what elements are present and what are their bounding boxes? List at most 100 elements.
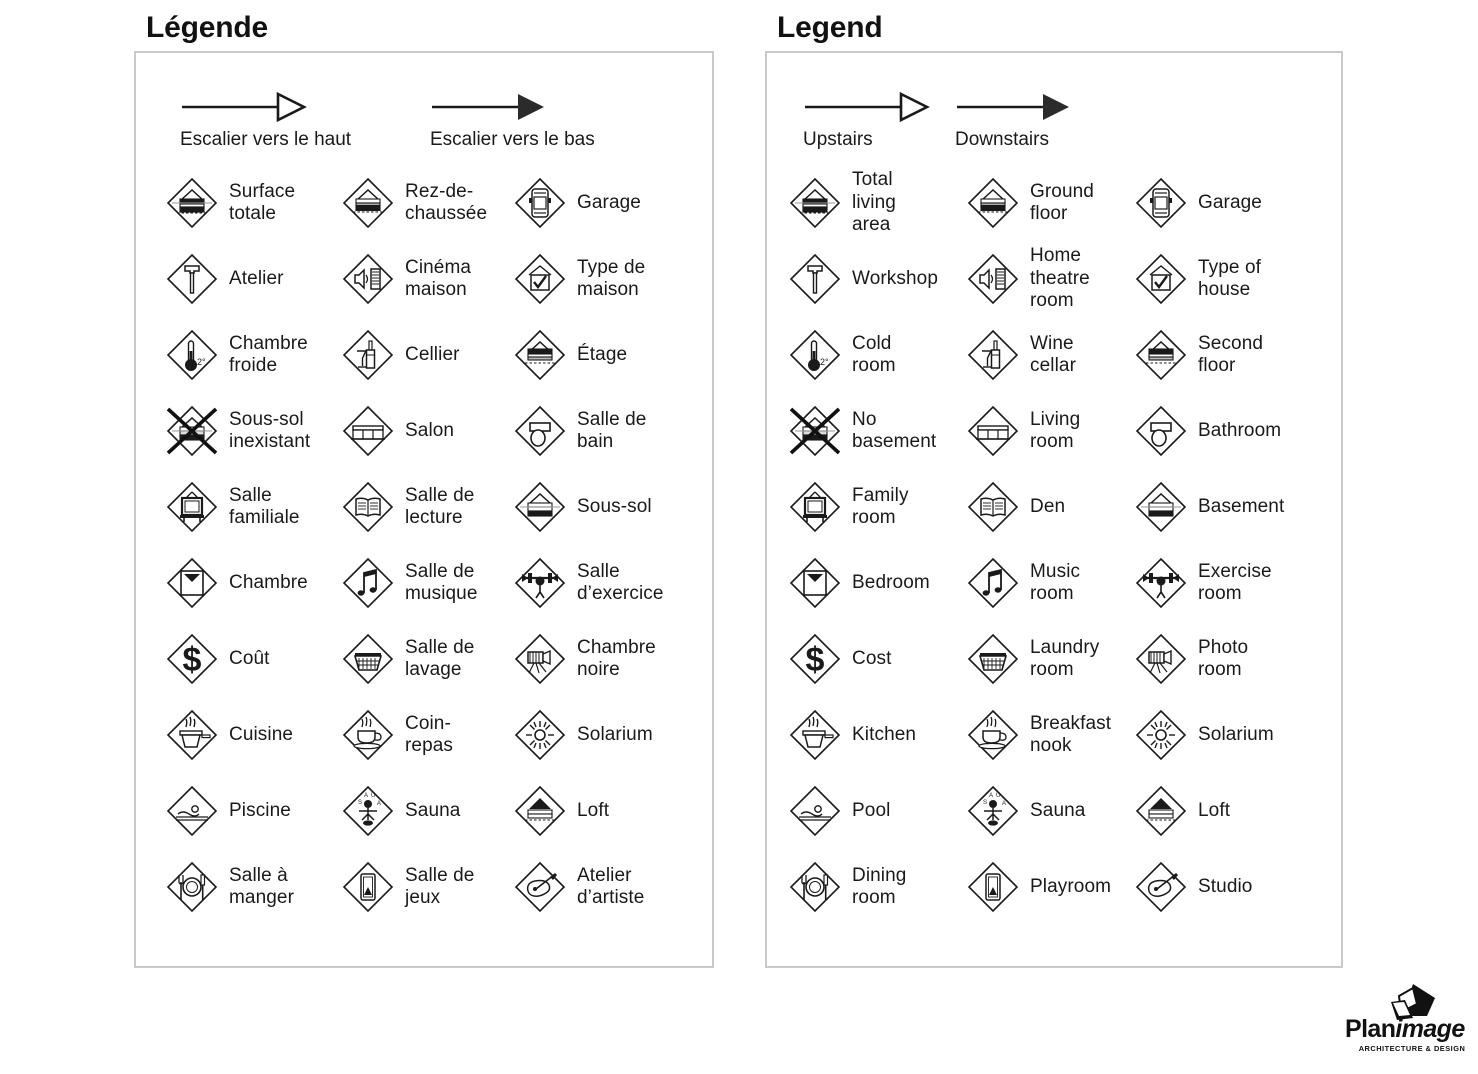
legend-item-label: Pool bbox=[852, 800, 890, 823]
legend-item-label: Surface totale bbox=[229, 181, 295, 226]
legend-box-english: Upstairs Downstairs Total living area Groun… bbox=[765, 51, 1343, 968]
legend-item: Loft bbox=[512, 773, 702, 849]
legend-item-label-line: Salle à bbox=[229, 864, 288, 886]
legend-item-label-line: noire bbox=[577, 659, 620, 680]
stairs-up-label-english: Upstairs bbox=[803, 129, 873, 150]
legend-item-label-line: totale bbox=[229, 203, 277, 224]
legend-item: Piscine bbox=[164, 773, 340, 849]
legend-item-label-line: Chambre bbox=[229, 332, 308, 354]
legend-item-label-line: room bbox=[1198, 583, 1242, 604]
legend-item-label: Coin-repas bbox=[405, 713, 453, 758]
legend-item-label-line: Sauna bbox=[1030, 799, 1086, 821]
music-room-note-icon bbox=[965, 555, 1021, 611]
total-living-area-icon bbox=[787, 175, 843, 231]
legend-item-label: Kitchen bbox=[852, 724, 916, 747]
legend-item: Bedroom bbox=[787, 545, 965, 621]
logo-image: image bbox=[1395, 1015, 1465, 1043]
legend-item-label-line: Étage bbox=[577, 343, 628, 365]
legend-item-label-line: Garage bbox=[577, 191, 641, 213]
svg-text:U: U bbox=[371, 793, 375, 799]
second-floor-icon bbox=[512, 327, 568, 383]
legend-item-label-line: manger bbox=[229, 887, 295, 908]
breakfast-nook-cup-icon bbox=[965, 707, 1021, 763]
arrow-filled-right-icon bbox=[955, 89, 1107, 125]
logo-plan: Plan bbox=[1345, 1015, 1396, 1043]
logo-tagline: ARCHITECTURE & DESIGN bbox=[1358, 1044, 1466, 1053]
legend-item: Type of house bbox=[1133, 241, 1311, 317]
legend-item-label: Family room bbox=[852, 485, 909, 530]
legend-item-label: Home theatre room bbox=[1030, 245, 1090, 313]
legend-item: Basement bbox=[1133, 469, 1311, 545]
studio-palette-icon bbox=[1133, 859, 1189, 915]
legend-item-label: Music room bbox=[1030, 561, 1080, 606]
arrow-outline-right-icon bbox=[803, 89, 955, 125]
arrow-filled-right-icon bbox=[430, 89, 680, 125]
legend-item: Cellier bbox=[340, 317, 512, 393]
legend-item-label-line: Living bbox=[1030, 408, 1081, 430]
legend-item-label-line: Exercise bbox=[1198, 560, 1272, 582]
legend-item-label-line: floor bbox=[1030, 203, 1068, 224]
breakfast-nook-cup-icon bbox=[340, 707, 396, 763]
legend-item-label: Salle de lavage bbox=[405, 637, 474, 682]
legend-item: Garage bbox=[1133, 165, 1311, 241]
legend-item-label: Chambre bbox=[229, 572, 308, 595]
legend-item-label-line: Bedroom bbox=[852, 571, 930, 593]
legend-item-label-line: Solarium bbox=[1198, 723, 1274, 745]
legend-item-label: Coût bbox=[229, 648, 270, 671]
legend-item-label: Salle de lecture bbox=[405, 485, 474, 530]
legend-item-label-line: lecture bbox=[405, 507, 463, 528]
legend-item-label-line: Dining bbox=[852, 864, 907, 886]
legend-item-label: Salle de jeux bbox=[405, 865, 474, 910]
legend-item-label-line: Playroom bbox=[1030, 875, 1112, 897]
bathroom-toilet-icon bbox=[512, 403, 568, 459]
kitchen-pot-icon bbox=[164, 707, 220, 763]
legend-item-label-line: repas bbox=[405, 735, 454, 756]
legend-item: Pool bbox=[787, 773, 965, 849]
total-living-area-icon bbox=[164, 175, 220, 231]
legend-item: Chambre noire bbox=[512, 621, 702, 697]
legend-item-label: Playroom bbox=[1030, 876, 1111, 899]
legend-item-label-line: room bbox=[852, 355, 896, 376]
legend-item-label-line: d’exercice bbox=[577, 583, 664, 604]
basement-icon bbox=[1133, 479, 1189, 535]
legend-item: Étage bbox=[512, 317, 702, 393]
legend-item-label: Cellier bbox=[405, 344, 460, 367]
legend-item-label-line: Atelier bbox=[577, 864, 632, 886]
legend-item-label-line: room bbox=[1030, 290, 1074, 312]
legend-item-label: Cinéma maison bbox=[405, 257, 471, 302]
cold-room-thermometer-icon: 2° bbox=[164, 327, 220, 383]
legend-item-label-line: Family bbox=[852, 484, 909, 506]
legend-item-label-line: Surface bbox=[229, 180, 296, 202]
legend-item-label-line: Coût bbox=[229, 647, 270, 669]
legend-item-label-line: Sous-sol bbox=[229, 408, 304, 430]
stairs-row-french: Escalier vers le haut Escalier vers le b… bbox=[136, 53, 712, 151]
legend-item-label-line: No bbox=[852, 408, 877, 430]
legend-item: Rez-de-chaussée bbox=[340, 165, 512, 241]
legend-item: Garage bbox=[512, 165, 702, 241]
svg-text:2°: 2° bbox=[820, 357, 829, 367]
legend-item-label: Salle de musique bbox=[405, 561, 478, 606]
legend-item: Wine cellar bbox=[965, 317, 1133, 393]
legend-item-label-line: floor bbox=[1198, 355, 1236, 376]
legend-item-label-line: theatre bbox=[1030, 267, 1090, 289]
legend-item-label: Type de maison bbox=[577, 257, 645, 302]
legend-item-label: Sauna bbox=[1030, 800, 1085, 823]
legend-item-label-line: Second bbox=[1198, 332, 1264, 354]
stairs-row-english: Upstairs Downstairs bbox=[767, 53, 1341, 151]
legend-item-label-line: area bbox=[852, 214, 891, 236]
legend-item: Home theatre room bbox=[965, 241, 1133, 317]
legend-item-label-line: Basement bbox=[1198, 495, 1285, 517]
second-floor-icon bbox=[1133, 327, 1189, 383]
legend-item-label-line: familiale bbox=[229, 507, 300, 528]
legend-item-label: Atelier d’artiste bbox=[577, 865, 644, 910]
legend-item-label: Type of house bbox=[1198, 257, 1261, 302]
legend-item: Chambre bbox=[164, 545, 340, 621]
planimage-logo: Planimage ARCHITECTURE & DESIGN bbox=[1345, 984, 1471, 1066]
legend-item-label: Loft bbox=[1198, 800, 1230, 823]
legend-item: $ Coût bbox=[164, 621, 340, 697]
legend-item-label: Salle de bain bbox=[577, 409, 646, 454]
arrow-outline-right-icon bbox=[180, 89, 430, 125]
legend-item-label-line: d’artiste bbox=[577, 887, 645, 908]
legend-item: Salle de musique bbox=[340, 545, 512, 621]
legend-item-label-line: Salle de bbox=[405, 484, 475, 506]
